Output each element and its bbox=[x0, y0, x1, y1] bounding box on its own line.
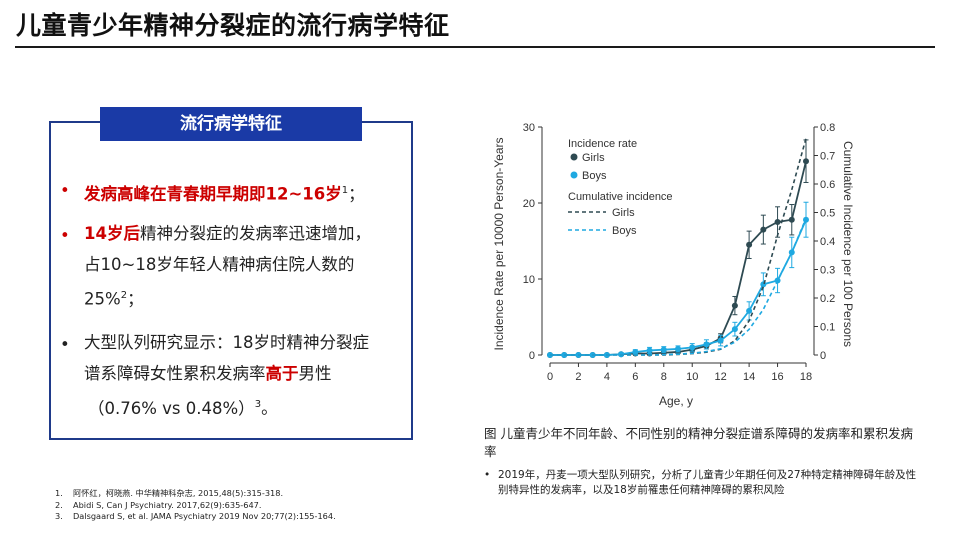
boys-point bbox=[703, 341, 710, 348]
y-right-tick-label: 0.3 bbox=[820, 265, 835, 277]
x-tick-label: 18 bbox=[800, 371, 812, 383]
y-left-tick-label: 30 bbox=[523, 122, 535, 134]
study-note: • 2019年，丹麦一项大型队列研究，分析了儿童青少年期任何及27种特定精神障碍… bbox=[484, 468, 924, 498]
reference-text: Dalsgaard S, et al. JAMA Psychiatry 2019… bbox=[73, 511, 336, 521]
boys-point bbox=[746, 307, 753, 314]
reference-item: 3. Dalsgaard S, et al. JAMA Psychiatry 20… bbox=[55, 511, 336, 523]
bullet-2-line1: 精神分裂症的发病率迅速增加， bbox=[139, 224, 371, 243]
boys-point bbox=[717, 337, 724, 344]
y-right-tick-label: 0.5 bbox=[820, 208, 835, 220]
bullet-1-highlight: 发病高峰在青春期早期即12~16岁 bbox=[84, 184, 342, 204]
girls-point bbox=[731, 302, 738, 309]
note-bullet: • bbox=[484, 469, 491, 481]
bullet-3-highlight: 高于 bbox=[265, 364, 299, 383]
bullet-2-line2: 占10~18岁年轻人精神病住院人数的 bbox=[84, 255, 355, 274]
y-right-tick-label: 0 bbox=[820, 350, 826, 362]
reference-item: 2. Abidi S, Can J Psychiatry. 2017,62(9):… bbox=[55, 500, 336, 512]
girls-point bbox=[774, 219, 781, 225]
boys-point bbox=[689, 344, 696, 351]
x-tick-label: 16 bbox=[771, 371, 783, 383]
boys-point bbox=[731, 326, 738, 333]
boys-point bbox=[660, 346, 667, 353]
bullet-1-ref: 1 bbox=[341, 185, 349, 196]
boys-incidence-line bbox=[550, 219, 807, 356]
reference-text: 阿怀红，柯晓燕. 中华精神科杂志, 2015,48(5):315-318. bbox=[73, 488, 284, 498]
bullet-2-punct: ； bbox=[127, 289, 144, 309]
bullet-3-line2a: 谱系障碍女性累积发病率 bbox=[84, 364, 266, 383]
y-left-tick-label: 20 bbox=[523, 198, 535, 210]
incidence-chart: Incidence Rate per 10000 Person-Years Cu… bbox=[492, 122, 855, 408]
bullet-dot: • bbox=[60, 335, 70, 354]
y-axis-right-label: Cumulative Incidence per 100 Persons bbox=[841, 141, 855, 347]
reference-text: Abidi S, Can J Psychiatry. 2017,62(9):63… bbox=[73, 499, 262, 510]
girls-point bbox=[803, 158, 809, 165]
legend-boys-label: Boys bbox=[582, 170, 607, 182]
bullet-3-line1: 大型队列研究显示：18岁时精神分裂症 bbox=[84, 333, 369, 352]
girls-point bbox=[788, 216, 795, 223]
bullet-2: 14岁后精神分裂症的发病率迅速增加， 占10~18岁年轻人精神病住院人数的 25… bbox=[84, 218, 404, 315]
y-right-tick-label: 0.1 bbox=[820, 322, 835, 334]
bullet-3: 大型队列研究显示：18岁时精神分裂症 谱系障碍女性累积发病率高于男性 （0.76… bbox=[84, 327, 404, 424]
y-right-tick-label: 0.4 bbox=[820, 236, 835, 248]
y-right-tick-label: 0.2 bbox=[820, 293, 835, 305]
bullet-dot: • bbox=[60, 181, 70, 200]
y-right-tick-label: 0.7 bbox=[820, 151, 835, 163]
reference-item: 1. 阿怀红，柯晓燕. 中华精神科杂志, 2015,48(5):315-318. bbox=[55, 488, 336, 500]
bullet-2-ref: 2 bbox=[120, 290, 128, 301]
x-tick-label: 6 bbox=[632, 371, 638, 383]
legend-girls-cum-label: Girls bbox=[612, 207, 635, 219]
x-tick-label: 0 bbox=[547, 371, 553, 383]
note-text: 2019年，丹麦一项大型队列研究，分析了儿童青少年期任何及27种特定精神障碍年龄… bbox=[498, 469, 917, 496]
girls-point bbox=[746, 241, 753, 248]
boys-cumulative-line bbox=[550, 217, 807, 356]
legend-cumulative-title: Cumulative incidence bbox=[568, 191, 673, 203]
title-divider bbox=[15, 46, 935, 48]
legend-boys-marker bbox=[570, 171, 578, 179]
page-title: 儿童青少年精神分裂症的流行病学特征 bbox=[16, 11, 450, 40]
x-axis-label: Age, y bbox=[659, 394, 693, 408]
x-tick-label: 10 bbox=[686, 371, 698, 383]
bullet-1: 发病高峰在青春期早期即12~16岁1； bbox=[84, 175, 404, 210]
bullet-3-ref: 3 bbox=[254, 399, 262, 410]
reference-num: 2. bbox=[55, 499, 63, 510]
legend-incidence-title: Incidence rate bbox=[568, 138, 637, 150]
bullet-3-punct: 。 bbox=[261, 398, 278, 418]
y-left-tick-label: 0 bbox=[529, 350, 535, 362]
references: 1. 阿怀红，柯晓燕. 中华精神科杂志, 2015,48(5):315-318. … bbox=[55, 488, 336, 523]
chart-caption: 图 儿童青少年不同年龄、不同性别的精神分裂症谱系障碍的发病率和累积发病率 bbox=[484, 426, 913, 459]
boys-point bbox=[760, 281, 767, 288]
feature-box-header: 流行病学特征 bbox=[100, 107, 362, 141]
y-axis-left-label: Incidence Rate per 10000 Person-Years bbox=[492, 137, 506, 350]
y-left-tick-label: 10 bbox=[523, 274, 535, 286]
boys-point bbox=[632, 348, 639, 355]
y-right-tick-label: 0.6 bbox=[820, 179, 835, 191]
reference-num: 3. bbox=[55, 511, 63, 521]
bullet-2-highlight: 14岁后 bbox=[84, 224, 140, 243]
y-right-tick-label: 0.8 bbox=[820, 122, 835, 134]
legend-girls-label: Girls bbox=[582, 152, 605, 164]
legend-boys-cum-label: Boys bbox=[612, 225, 637, 237]
boys-point bbox=[646, 347, 653, 354]
x-tick-label: 2 bbox=[575, 371, 581, 383]
boys-point bbox=[675, 345, 681, 352]
x-tick-label: 8 bbox=[661, 371, 667, 383]
legend-girls-marker bbox=[570, 153, 578, 161]
reference-num: 1. bbox=[55, 488, 63, 498]
bullet-2-line3: 25% bbox=[84, 289, 121, 309]
x-tick-label: 14 bbox=[743, 371, 755, 383]
bullet-3-line3: （0.76% vs 0.48%） bbox=[88, 398, 255, 418]
girls-point bbox=[760, 226, 767, 233]
bullet-1-punct: ； bbox=[348, 184, 365, 204]
bullet-dot: • bbox=[60, 226, 70, 245]
bullet-3-line2b: 男性 bbox=[298, 364, 332, 383]
x-tick-label: 12 bbox=[715, 371, 727, 383]
x-tick-label: 4 bbox=[604, 371, 610, 383]
